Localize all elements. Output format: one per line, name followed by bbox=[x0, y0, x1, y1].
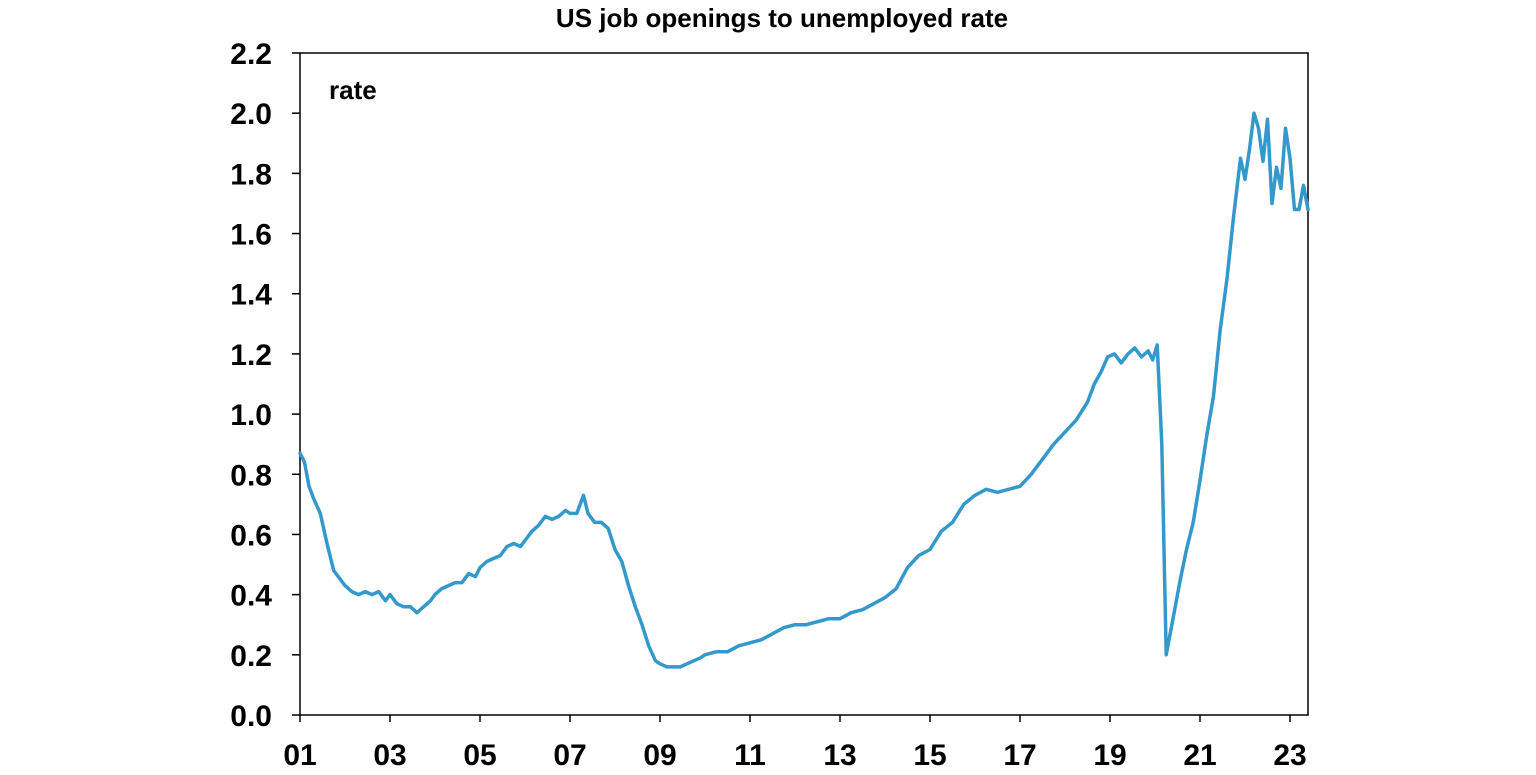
x-tick-label: 07 bbox=[553, 739, 586, 772]
series-line bbox=[298, 111, 1310, 669]
plot-area-frame bbox=[299, 52, 1309, 716]
y-tick-label: 0.8 bbox=[230, 459, 272, 492]
x-tick-label: 01 bbox=[283, 739, 316, 772]
y-tick-label: 2.0 bbox=[230, 98, 272, 131]
x-tick-label: 03 bbox=[373, 739, 406, 772]
y-unit-label: rate bbox=[329, 75, 377, 105]
y-tick-label: 0.0 bbox=[230, 700, 272, 733]
y-tick-label: 0.4 bbox=[230, 580, 272, 613]
x-tick-label: 19 bbox=[1093, 739, 1126, 772]
x-tick-label: 15 bbox=[913, 739, 946, 772]
x-tick-label: 11 bbox=[734, 739, 766, 772]
x-tick-label: 09 bbox=[643, 739, 676, 772]
y-tick-label: 1.8 bbox=[230, 158, 272, 191]
y-axis-ticks: 0.0 0.2 0.4 0.6 0.8 1.0 1.2 1.4 1.6 1.8 2.0 2.2 bbox=[230, 38, 300, 733]
x-tick-label: 17 bbox=[1003, 739, 1036, 772]
y-tick-label: 1.6 bbox=[230, 219, 272, 252]
x-axis-ticks: 01 03 05 07 09 11 13 15 17 19 21 23 bbox=[283, 715, 1307, 772]
y-tick-label: 1.4 bbox=[230, 279, 272, 312]
y-tick-label: 1.2 bbox=[230, 339, 272, 372]
y-tick-label: 2.2 bbox=[230, 38, 272, 71]
y-tick-label: 0.2 bbox=[230, 640, 272, 673]
chart-title: US job openings to unemployed rate bbox=[556, 3, 1008, 33]
x-tick-label: 05 bbox=[463, 739, 496, 772]
x-tick-label: 23 bbox=[1273, 739, 1306, 772]
x-tick-label: 13 bbox=[823, 739, 856, 772]
y-tick-label: 1.0 bbox=[230, 399, 272, 432]
x-tick-label: 21 bbox=[1183, 739, 1216, 772]
y-tick-label: 0.6 bbox=[230, 519, 272, 552]
